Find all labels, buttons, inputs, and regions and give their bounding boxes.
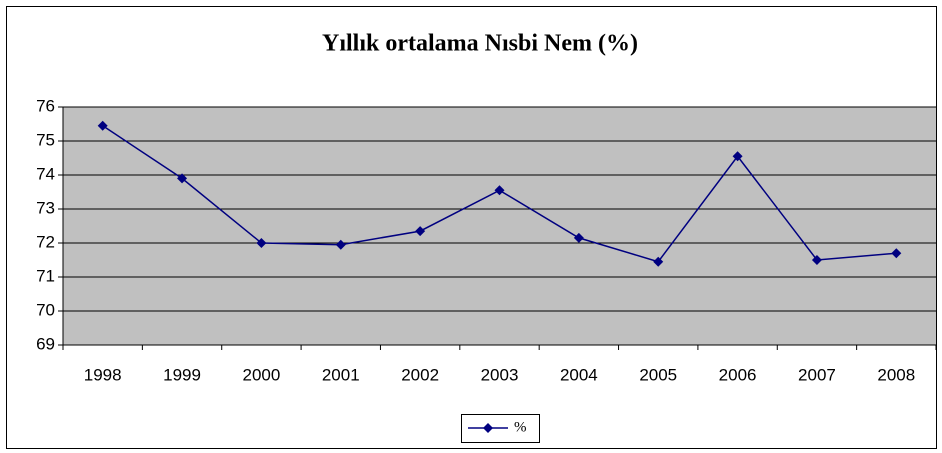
data-point	[177, 173, 188, 184]
data-point	[653, 256, 664, 267]
data-point	[732, 151, 743, 162]
chart-title: Yıllık ortalama Nısbi Nem (%)	[322, 31, 638, 57]
y-tick-label: 72	[36, 232, 55, 251]
y-tick-label: 69	[36, 334, 55, 353]
x-tick-label: 1999	[163, 365, 201, 384]
y-tick-label: 74	[36, 164, 55, 183]
data-point	[335, 239, 346, 250]
legend-marker	[483, 423, 493, 433]
data-point	[494, 185, 505, 196]
data-point	[811, 255, 822, 265]
x-tick-label: 2006	[719, 365, 757, 384]
y-tick-label: 76	[36, 96, 55, 115]
x-tick-label: 2008	[877, 365, 915, 384]
y-tick-label: 70	[36, 300, 55, 319]
x-tick-label: 2003	[481, 365, 519, 384]
data-point	[573, 232, 584, 243]
x-tick-label: 2002	[401, 365, 439, 384]
x-tick-label: 2007	[798, 365, 836, 384]
x-tick-label: 2001	[322, 365, 360, 384]
y-tick-label: 71	[36, 266, 55, 285]
data-point	[891, 248, 902, 259]
x-tick-label: 2000	[242, 365, 280, 384]
data-point	[97, 120, 108, 131]
x-tick-label: 2005	[639, 365, 677, 384]
data-point	[415, 226, 426, 237]
x-tick-label: 2004	[560, 365, 598, 384]
y-tick-label: 73	[36, 198, 55, 217]
data-point	[256, 238, 267, 248]
legend-label: %	[514, 419, 527, 435]
legend: %	[461, 414, 540, 443]
plot-area	[63, 107, 936, 345]
y-tick-label: 75	[36, 130, 55, 149]
x-tick-label: 1998	[84, 365, 122, 384]
